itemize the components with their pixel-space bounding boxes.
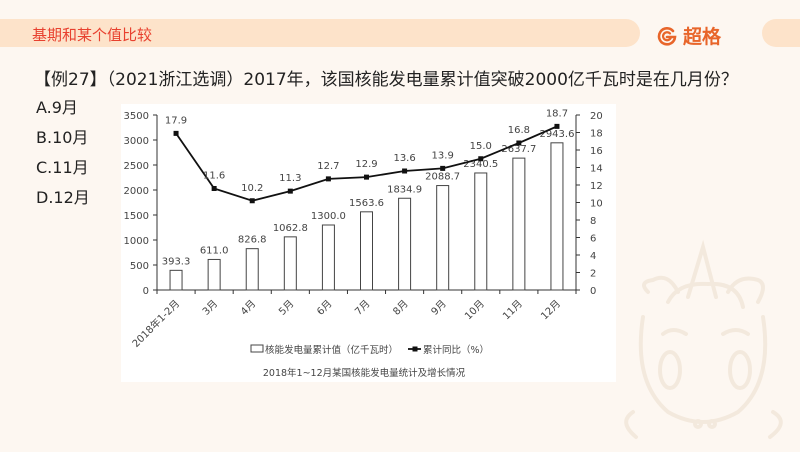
legend-line-label: 累计同比（%） [423,344,489,356]
line-marker [554,123,560,129]
bar [550,142,564,291]
line-value-label: 12.9 [355,159,377,170]
right-tick-label: 8 [590,216,596,227]
legend-line-marker [412,346,418,352]
right-tick-label: 2 [590,269,596,280]
line-marker [287,188,293,194]
g-logo-icon [657,26,677,46]
bar [169,269,183,291]
header-band-right [762,19,800,47]
right-tick-label: 0 [590,286,596,297]
line-value-label: 15.0 [470,141,492,152]
bar-value-label: 1563.6 [349,198,384,209]
line-marker [211,186,217,191]
bar-value-label: 611.0 [200,245,229,256]
category-label: 10月 [462,298,487,323]
category-label: 9月 [429,298,449,318]
question-text: 【例27】（2021浙江选调）2017年，该国核能发电量累计值突破2000亿千瓦… [34,70,738,90]
option-d[interactable]: D.12月 [36,188,90,207]
bar [245,248,259,291]
category-label: 11月 [500,298,525,323]
bar-value-label: 1300.0 [311,211,346,222]
line-value-label: 11.3 [279,173,301,184]
legend-bar-label: 核能发电量累计值（亿千瓦时） [265,344,398,356]
left-tick-label: 3500 [124,111,149,122]
bar [474,172,488,291]
bar-value-label: 1062.8 [273,223,308,234]
section-title: 基期和某个值比较 [32,26,153,44]
category-label: 8月 [391,298,411,318]
category-label: 12月 [539,298,564,323]
option-a[interactable]: A.9月 [36,98,78,117]
line-marker [325,176,331,182]
right-tick-label: 16 [590,146,603,157]
category-label: 4月 [238,298,258,318]
bar [398,197,412,291]
left-tick-label: 1500 [124,211,149,222]
left-tick-label: 3000 [124,136,149,147]
bar-value-label: 1834.9 [387,184,422,195]
line-value-label: 10.2 [241,183,263,194]
line-value-label: 11.6 [203,171,225,182]
right-tick-label: 10 [590,199,603,210]
bar-value-label: 2637.7 [501,144,536,155]
category-label: 3月 [200,298,220,318]
line-marker [478,156,484,162]
right-tick-label: 14 [590,164,603,175]
bar-value-label: 393.3 [162,256,191,267]
category-label: 7月 [353,298,373,318]
right-tick-label: 6 [590,234,596,245]
line-marker [440,165,446,171]
unicorn-mascot-icon [624,239,783,439]
line-marker [516,140,522,146]
line-value-label: 18.7 [546,108,568,119]
line-marker [364,174,369,180]
line-value-label: 17.9 [165,115,187,126]
bar [360,211,373,291]
category-label: 2018年1-2月 [129,297,182,350]
bar-value-label: 826.8 [238,235,267,246]
right-tick-label: 18 [590,129,603,140]
option-b[interactable]: B.10月 [36,128,89,147]
bar-value-label: 2088.7 [425,172,460,183]
header-band [0,19,640,47]
chart-title: 2018年1~12月某国核能发电量统计及增长情况 [263,367,466,379]
right-tick-label: 20 [590,111,603,122]
bar [321,224,335,291]
bar-value-label: 2943.6 [539,129,574,140]
left-tick-label: 0 [143,286,149,297]
chart: 0 500 1000 1500 2000 2500 3000 3500 0 2 4 6 8 10 12 14 1… [124,108,603,379]
option-c[interactable]: C.11月 [36,158,89,177]
category-label: 6月 [314,298,334,318]
brand-logo: 超格 [657,22,721,49]
line-value-label: 13.6 [393,153,415,164]
brand-name: 超格 [683,26,722,48]
bar [207,258,221,291]
right-tick-label: 12 [590,181,603,192]
line-marker [173,130,179,136]
line-marker [402,168,408,174]
bar-value-label: 2340.5 [463,159,498,170]
chart-panel: 0 500 1000 1500 2000 2500 3000 3500 0 2 4 6 8 10 12 14 1… [121,104,616,382]
line-value-label: 16.8 [508,125,530,136]
left-tick-label: 500 [130,261,149,272]
line-value-label: 12.7 [317,161,339,172]
bar [512,157,526,291]
category-label: 5月 [276,298,296,318]
answer-options: A.9月 B.10月 C.11月 D.12月 [36,93,90,213]
bar [436,185,450,291]
line-value-label: 13.9 [432,150,454,161]
left-tick-label: 1000 [124,236,149,247]
legend-bar-swatch [250,344,264,353]
bar [283,236,297,291]
left-tick-label: 2000 [124,186,149,197]
line-marker [249,198,255,204]
right-tick-label: 4 [590,251,596,262]
left-tick-label: 2500 [124,161,149,172]
